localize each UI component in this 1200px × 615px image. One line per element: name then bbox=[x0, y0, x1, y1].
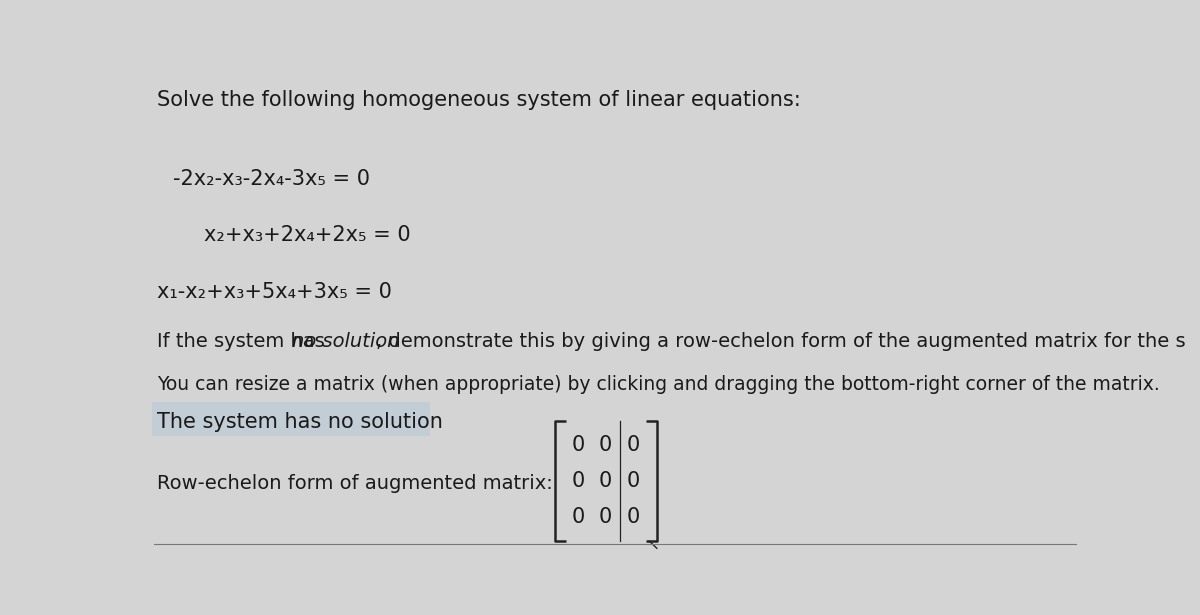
Text: 0: 0 bbox=[571, 435, 584, 454]
Text: x₁-x₂+x₃+5x₄+3x₅ = 0: x₁-x₂+x₃+5x₄+3x₅ = 0 bbox=[157, 282, 392, 302]
Text: 0: 0 bbox=[599, 507, 612, 527]
Text: You can resize a matrix (when appropriate) by clicking and dragging the bottom-r: You can resize a matrix (when appropriat… bbox=[157, 375, 1160, 394]
Text: 0: 0 bbox=[571, 507, 584, 527]
Text: 0: 0 bbox=[571, 471, 584, 491]
Text: Row-echelon form of augmented matrix:: Row-echelon form of augmented matrix: bbox=[157, 474, 553, 493]
Text: no solution: no solution bbox=[293, 332, 400, 351]
Text: If the system has: If the system has bbox=[157, 332, 331, 351]
Text: , demonstrate this by giving a row-echelon form of the augmented matrix for the : , demonstrate this by giving a row-echel… bbox=[376, 332, 1186, 351]
Text: The system has no solution: The system has no solution bbox=[157, 413, 443, 432]
Text: 0: 0 bbox=[626, 471, 641, 491]
Text: 0: 0 bbox=[626, 435, 641, 454]
Text: Solve the following homogeneous system of linear equations:: Solve the following homogeneous system o… bbox=[157, 90, 802, 110]
Text: 0: 0 bbox=[626, 507, 641, 527]
FancyBboxPatch shape bbox=[152, 402, 430, 436]
Text: 0: 0 bbox=[599, 435, 612, 454]
Text: x₂+x₃+2x₄+2x₅ = 0: x₂+x₃+2x₄+2x₅ = 0 bbox=[204, 225, 410, 245]
Text: 0: 0 bbox=[599, 471, 612, 491]
Text: -2x₂-x₃-2x₄-3x₅ = 0: -2x₂-x₃-2x₄-3x₅ = 0 bbox=[173, 169, 371, 189]
